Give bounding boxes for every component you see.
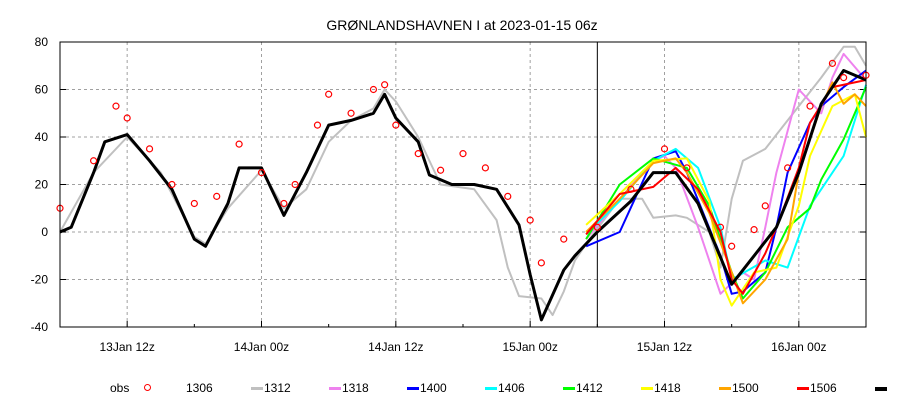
x-tick-label: 14Jan 00z xyxy=(234,340,289,354)
obs-point xyxy=(526,216,534,224)
legend-symbol-1400 xyxy=(485,387,497,390)
series-line-1318 xyxy=(585,69,867,295)
obs-point xyxy=(291,180,299,189)
obs-point xyxy=(683,164,691,172)
legend-symbol-1418 xyxy=(719,387,731,390)
obs-point xyxy=(190,199,198,208)
legend-label-1312: 1312 xyxy=(264,381,291,395)
legend-label-1418: 1418 xyxy=(654,381,681,395)
obs-point xyxy=(593,223,601,231)
obs-point xyxy=(414,150,422,158)
obs-point xyxy=(537,259,545,267)
legend-label-1500: 1500 xyxy=(732,381,759,395)
legend-label-1400: 1400 xyxy=(420,381,447,395)
legend-label-1318: 1318 xyxy=(342,381,369,395)
legend-symbol-1306 xyxy=(251,387,263,390)
series-line-1418 xyxy=(585,81,867,305)
obs-point xyxy=(459,150,467,158)
legend-symbol-1500 xyxy=(797,387,809,390)
plot-frame xyxy=(59,41,867,328)
obs-point xyxy=(325,90,333,98)
series-lines xyxy=(59,45,867,322)
obs-point xyxy=(481,164,489,172)
obs-point xyxy=(828,59,837,67)
obs-point xyxy=(145,145,154,153)
obs-point xyxy=(369,85,378,94)
axes: -40 -20 0 20 40 60 80 13Jan 12z 14Jan 00z 14Jan 1… xyxy=(31,35,866,354)
legend-symbol-1506 xyxy=(875,387,887,391)
x-tick-label: 15Jan 12z xyxy=(637,340,692,354)
series-line-1406 xyxy=(585,86,867,300)
obs-point xyxy=(750,226,758,234)
y-tick-label: 20 xyxy=(35,178,49,192)
series-line-1500 xyxy=(585,79,867,295)
obs-point xyxy=(313,121,322,129)
legend-symbol-1318 xyxy=(407,387,419,390)
legend-symbol-obs xyxy=(144,384,151,391)
obs-point xyxy=(504,192,512,200)
obs-point xyxy=(761,202,769,210)
obs-point xyxy=(123,114,131,122)
series-line-1306 xyxy=(59,45,867,317)
x-tick-label: 13Jan 12z xyxy=(99,340,154,354)
obs-point xyxy=(392,121,400,129)
x-tick-label: 16Jan 00z xyxy=(771,340,826,354)
y-tick-label: 0 xyxy=(41,225,48,239)
obs-point xyxy=(840,74,848,82)
obs-point xyxy=(257,169,266,177)
legend-symbol-1312 xyxy=(329,387,341,390)
obs-point xyxy=(347,109,355,117)
chart-title: GRØNLANDSHAVNEN I at 2023-01-15 06z xyxy=(326,17,598,33)
obs-point xyxy=(381,81,389,89)
legend-label-1412: 1412 xyxy=(576,381,603,395)
series-line-1400 xyxy=(585,84,867,281)
y-tick-label: 60 xyxy=(35,83,49,97)
obs-point xyxy=(806,102,814,110)
series-line-1506 xyxy=(59,69,867,322)
obs-point xyxy=(560,235,568,243)
legend-label-1306: 1306 xyxy=(186,381,213,395)
legend-symbol-1406 xyxy=(563,387,575,390)
obs-point xyxy=(728,242,736,250)
obs-point xyxy=(627,185,635,193)
y-tick-label: 40 xyxy=(35,130,49,144)
obs-point xyxy=(716,223,725,231)
y-tick-label: 80 xyxy=(35,35,49,49)
obs-point xyxy=(784,164,792,172)
obs-point xyxy=(213,192,221,200)
obs-markers xyxy=(56,59,870,267)
legend-symbol-1412 xyxy=(641,387,653,390)
y-tick-label: -40 xyxy=(31,320,49,334)
obs-point xyxy=(112,102,120,110)
x-tick-label: 14Jan 12z xyxy=(368,340,423,354)
series-line-1412 xyxy=(585,93,867,307)
obs-point xyxy=(280,199,288,208)
obs-point xyxy=(660,145,669,153)
y-tick-label: -20 xyxy=(31,273,49,287)
x-tick-label: 15Jan 00z xyxy=(502,340,557,354)
obs-point xyxy=(168,180,176,189)
obs-point xyxy=(437,166,445,174)
legend-label-1506: 1506 xyxy=(810,381,837,395)
obs-point xyxy=(89,157,98,165)
legend-label-obs: obs xyxy=(110,381,130,395)
obs-point xyxy=(235,140,243,148)
legend-label-1406: 1406 xyxy=(498,381,525,395)
